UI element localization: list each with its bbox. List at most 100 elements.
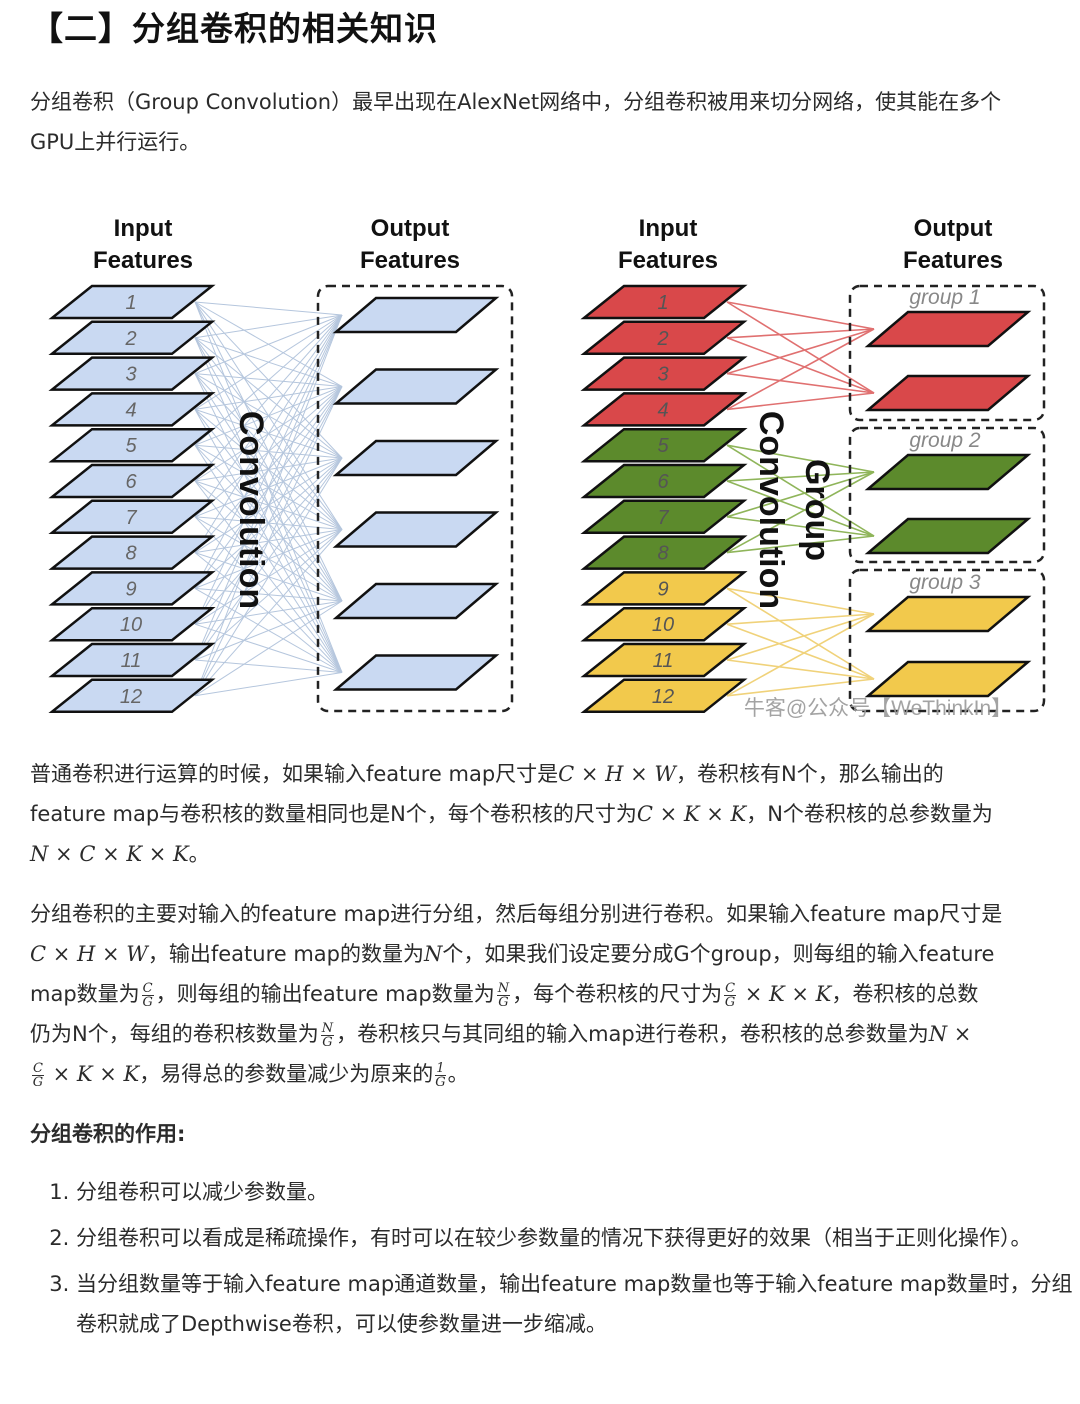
grouped-output-layer [864, 660, 1032, 698]
group-connection-line [726, 613, 875, 661]
layer-number: 8 [657, 543, 668, 565]
output-feature-layer [332, 582, 500, 620]
grouped-output-layer [864, 517, 1032, 555]
p2-line-4b: ，卷积核只与其同组的输入map进行卷积，卷积核的总参数量为 [336, 1022, 929, 1046]
grouped-output-layer [864, 453, 1032, 491]
right-input-title-1: Input [639, 215, 698, 242]
grouped-input-layer [580, 499, 748, 535]
layer-number: 7 [657, 507, 669, 529]
left-output-box [316, 284, 514, 713]
connection-line [194, 457, 343, 697]
layer-number: 6 [125, 471, 137, 493]
list-item: 分组卷积可以看成是稀疏操作，有时可以在较少参数量的情况下获得更好的效果（相当于正… [76, 1218, 1080, 1258]
grouped-input-layer [580, 392, 748, 427]
effect-list: 分组卷积可以减少参数量。 分组卷积可以看成是稀疏操作，有时可以在较少参数量的情况… [30, 1172, 1080, 1350]
right-output-title-2: Features [903, 247, 1003, 274]
p2-line-3c: ，每个卷积核的尺寸为 [512, 982, 723, 1006]
p2-math-n-times: N × [928, 1022, 972, 1046]
output-feature-layer [332, 511, 500, 548]
p1-text-c: feature map与卷积核的数量相同也是N个，每个卷积核的尺寸为 [30, 802, 637, 826]
grouped-input-layer [580, 356, 748, 391]
grouped-input-layer [580, 678, 748, 714]
connection-line [194, 314, 343, 375]
connection-line [194, 529, 343, 661]
layer-number: 12 [652, 686, 674, 708]
connection-line [194, 672, 343, 697]
group-connection-line [726, 328, 875, 375]
input-feature-layer [48, 284, 216, 320]
right-output-title-1: Output [914, 215, 993, 242]
connection-line [194, 301, 343, 316]
layer-number: 3 [657, 364, 668, 386]
layer-number: 9 [657, 578, 668, 600]
grouped-input-layer [580, 606, 748, 642]
grouped-input-layer [580, 320, 748, 356]
intro-paragraph: 分组卷积（Group Convolution）最早出现在AlexNet网络中，分… [30, 82, 1001, 162]
group-1-label: group 1 [909, 286, 980, 309]
watermark: 牛客@公众号【WeThinkIn】 [744, 697, 1012, 720]
input-feature-layer [48, 356, 216, 391]
group-connection-line [726, 328, 875, 411]
layer-number: 5 [657, 435, 669, 457]
grouped-output-layer [864, 310, 1032, 348]
layer-number: 11 [653, 650, 674, 672]
p2-line-3a: map数量为 [30, 982, 140, 1006]
group-convolution-label-1: Group [798, 459, 836, 561]
p2-line-1: 分组卷积的主要对输入的feature map进行分组，然后每组分别进行卷积。如果… [30, 902, 1003, 926]
layer-number: 10 [120, 614, 142, 636]
p2-line-5: ，易得总的参数量减少为原来的 [139, 1062, 434, 1086]
layer-number: 10 [652, 614, 674, 636]
layer-number: 11 [121, 650, 142, 672]
layer-number: 6 [657, 471, 669, 493]
list-item: 分组卷积可以减少参数量。 [76, 1172, 1080, 1212]
left-output-title-2: Features [360, 247, 460, 274]
left-input-title-1: Input [114, 215, 173, 242]
layer-number: 1 [125, 292, 136, 314]
paragraph-group-conv: 分组卷积的主要对输入的feature map进行分组，然后每组分别进行卷积。如果… [30, 894, 1065, 1094]
group-connection-line [726, 678, 875, 697]
group-connection-line [726, 613, 875, 625]
p1-math-chw: C × H × W [558, 762, 677, 786]
group-connection-line [726, 471, 875, 482]
p2-math-chw: C × H × W [30, 942, 148, 966]
input-feature-layer [48, 499, 216, 535]
input-feature-layer [48, 606, 216, 642]
layer-number: 12 [120, 686, 142, 708]
group-2-label: group 2 [909, 429, 981, 452]
left-output-title-1: Output [371, 215, 450, 242]
connection-line [194, 314, 343, 661]
p2-math-kk-2: × K × K [52, 1062, 140, 1086]
p2-math-n: N [424, 942, 443, 966]
group-connection-line [726, 659, 875, 680]
layer-number: 4 [125, 399, 136, 421]
output-feature-layer [332, 654, 500, 691]
layer-number: 3 [125, 364, 136, 386]
p1-text-d: ，N个卷积核的总参数量为 [746, 802, 993, 826]
grouped-input-layer [580, 642, 748, 678]
group-2-box [848, 426, 1046, 564]
group-connection-line [726, 372, 875, 394]
connection-line [194, 314, 343, 553]
left-input-title-2: Features [93, 247, 193, 274]
input-feature-layer [48, 427, 216, 463]
effect-title: 分组卷积的作用: [30, 1122, 186, 1146]
grouped-input-layer [580, 427, 748, 463]
p1-text-a: 普通卷积进行运算的时候，如果输入feature map尺寸是 [30, 762, 559, 786]
layer-number: 2 [124, 328, 136, 350]
intro-line-1: 分组卷积（Group Convolution）最早出现在AlexNet网络中，分… [30, 90, 1002, 114]
input-feature-layer [48, 678, 216, 714]
layer-number: 4 [657, 399, 668, 421]
convolution-label: Convolution [232, 411, 270, 609]
group-1-box [848, 284, 1046, 422]
layer-number: 1 [657, 292, 668, 314]
p1-text-b: ，卷积核有N个，那么输出的 [676, 762, 944, 786]
p2-line-2b: 个，如果我们设定要分成G个group，则每组的输入feature [442, 942, 995, 966]
output-feature-layer [332, 296, 500, 334]
grouped-input-layer [580, 535, 748, 570]
input-feature-layer [48, 320, 216, 356]
